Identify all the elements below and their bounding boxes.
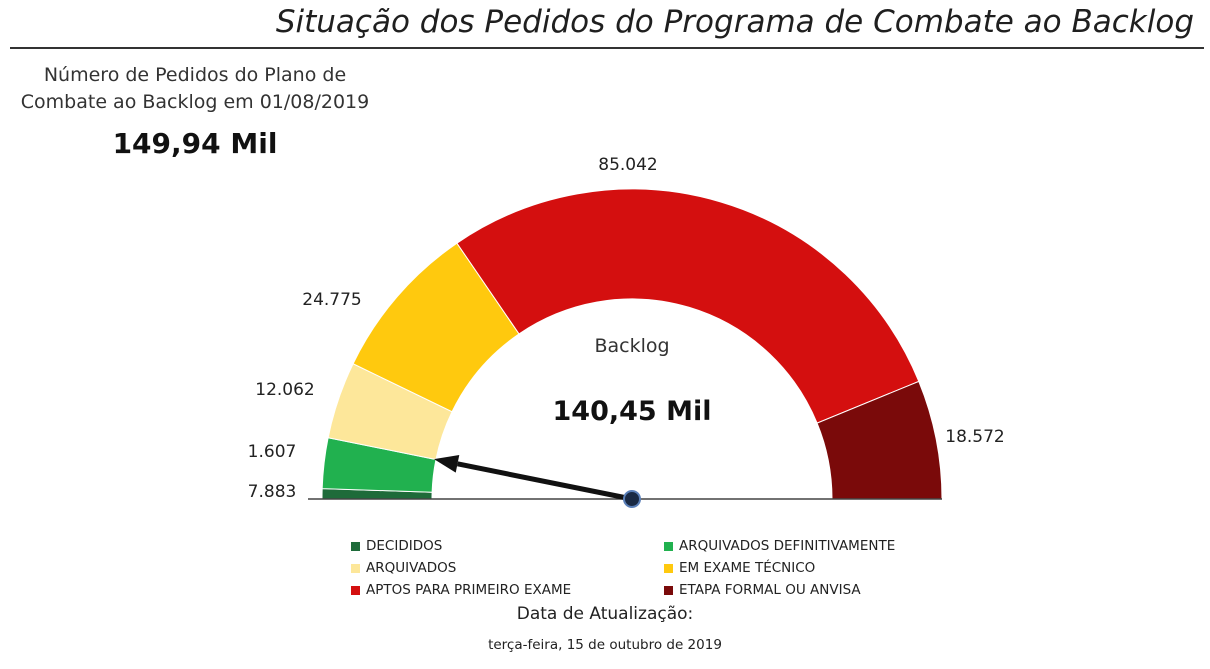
page-title: Situação dos Pedidos do Programa de Comb… [275, 4, 1194, 40]
gauge-value-label: 85.042 [598, 155, 657, 175]
needle-hub [623, 490, 641, 508]
gauge-needle [433, 455, 641, 508]
legend-swatch [351, 541, 360, 551]
legend-label: ARQUIVADOS [366, 560, 457, 576]
gauge-value-label: 18.572 [945, 427, 1004, 447]
legend-label: DECIDIDOS [366, 538, 443, 554]
needle-arrowhead [433, 455, 460, 473]
legend-label: ARQUIVADOS DEFINITIVAMENTE [679, 538, 896, 554]
legend-item: EM EXAME TÉCNICO [664, 557, 895, 579]
kpi-label: Número de Pedidos do Plano de Combate ao… [10, 62, 380, 116]
legend-swatch [664, 541, 673, 551]
update-date: terça-feira, 15 de outubro de 2019 [488, 637, 722, 653]
kpi-label-line-1: Número de Pedidos do Plano de [43, 64, 347, 86]
legend-swatch [351, 563, 360, 573]
gauge-value-label: 7.883 [248, 482, 297, 502]
legend-item: ARQUIVADOS DEFINITIVAMENTE [664, 535, 895, 557]
gauge-value-label: 1.607 [248, 442, 297, 462]
kpi-value: 149,94 Mil [112, 127, 278, 160]
legend-label: EM EXAME TÉCNICO [679, 560, 816, 576]
legend-item: APTOS PARA PRIMEIRO EXAME [351, 579, 571, 601]
title-divider [10, 47, 1204, 49]
legend-swatch [664, 585, 673, 595]
legend-label: ETAPA FORMAL OU ANVISA [679, 582, 861, 598]
legend-label: APTOS PARA PRIMEIRO EXAME [366, 582, 572, 598]
gauge-value-label: 12.062 [255, 380, 314, 400]
legend-item: ARQUIVADOS [351, 557, 571, 579]
gauge-center-value: 140,45 Mil [553, 396, 712, 427]
legend-item: ETAPA FORMAL OU ANVISA [664, 579, 895, 601]
legend-swatch [664, 563, 673, 573]
needle-shaft [457, 461, 633, 502]
legend-column-2: ARQUIVADOS DEFINITIVAMENTE EM EXAME TÉCN… [664, 535, 895, 601]
legend-swatch [351, 585, 360, 595]
legend-item: DECIDIDOS [351, 535, 571, 557]
gauge-segments [321, 188, 943, 500]
gauge-value-label: 24.775 [302, 290, 361, 310]
gauge-center-label: Backlog [594, 335, 669, 357]
legend-column-1: DECIDIDOS ARQUIVADOS APTOS PARA PRIMEIRO… [351, 535, 571, 601]
update-label: Data de Atualização: [516, 604, 694, 624]
gauge-segment [456, 188, 920, 424]
kpi-label-line-2: Combate ao Backlog em 01/08/2019 [20, 91, 370, 113]
gauge-value-labels: 1.607 7.883 12.062 24.775 85.042 18.572 [248, 155, 1005, 502]
